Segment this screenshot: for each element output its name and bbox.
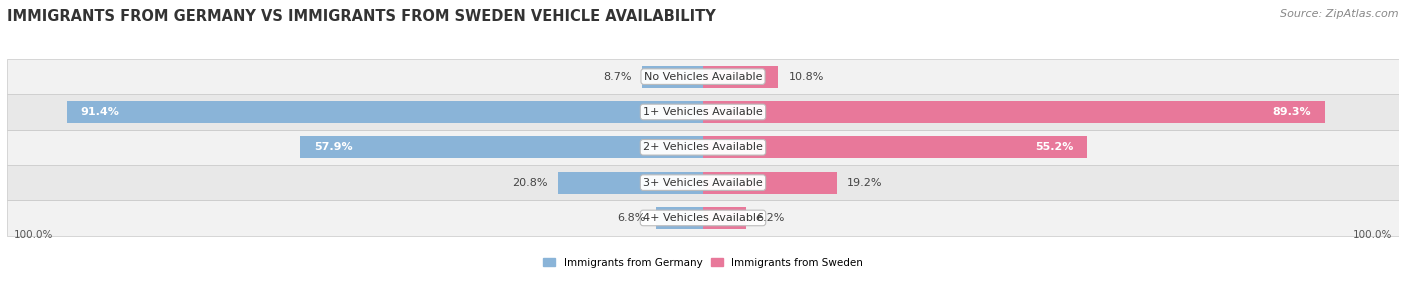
Text: 55.2%: 55.2% (1035, 142, 1073, 152)
Text: IMMIGRANTS FROM GERMANY VS IMMIGRANTS FROM SWEDEN VEHICLE AVAILABILITY: IMMIGRANTS FROM GERMANY VS IMMIGRANTS FR… (7, 9, 716, 23)
Bar (7, 94, 1399, 130)
Bar (643, 66, 703, 88)
Text: 2+ Vehicles Available: 2+ Vehicles Available (643, 142, 763, 152)
Bar (703, 136, 1087, 158)
Bar (7, 130, 1399, 165)
Text: 19.2%: 19.2% (846, 178, 883, 188)
Text: 89.3%: 89.3% (1272, 107, 1310, 117)
Bar (299, 136, 703, 158)
Text: 3+ Vehicles Available: 3+ Vehicles Available (643, 178, 763, 188)
Bar (655, 207, 703, 229)
Text: 20.8%: 20.8% (512, 178, 548, 188)
Text: 10.8%: 10.8% (789, 72, 824, 82)
Text: 8.7%: 8.7% (603, 72, 633, 82)
Text: 100.0%: 100.0% (1353, 230, 1392, 240)
Text: 57.9%: 57.9% (314, 142, 353, 152)
Bar (67, 101, 703, 123)
Legend: Immigrants from Germany, Immigrants from Sweden: Immigrants from Germany, Immigrants from… (538, 253, 868, 272)
Bar (703, 172, 837, 194)
Bar (558, 172, 703, 194)
Text: Source: ZipAtlas.com: Source: ZipAtlas.com (1281, 9, 1399, 19)
Text: 6.2%: 6.2% (756, 213, 785, 223)
Bar (7, 165, 1399, 200)
Bar (7, 59, 1399, 94)
Bar (7, 200, 1399, 236)
Text: 1+ Vehicles Available: 1+ Vehicles Available (643, 107, 763, 117)
Text: 6.8%: 6.8% (617, 213, 645, 223)
Text: 91.4%: 91.4% (80, 107, 120, 117)
Text: 100.0%: 100.0% (14, 230, 53, 240)
Text: 4+ Vehicles Available: 4+ Vehicles Available (643, 213, 763, 223)
Bar (703, 101, 1324, 123)
Bar (703, 66, 778, 88)
Bar (703, 207, 747, 229)
Text: No Vehicles Available: No Vehicles Available (644, 72, 762, 82)
